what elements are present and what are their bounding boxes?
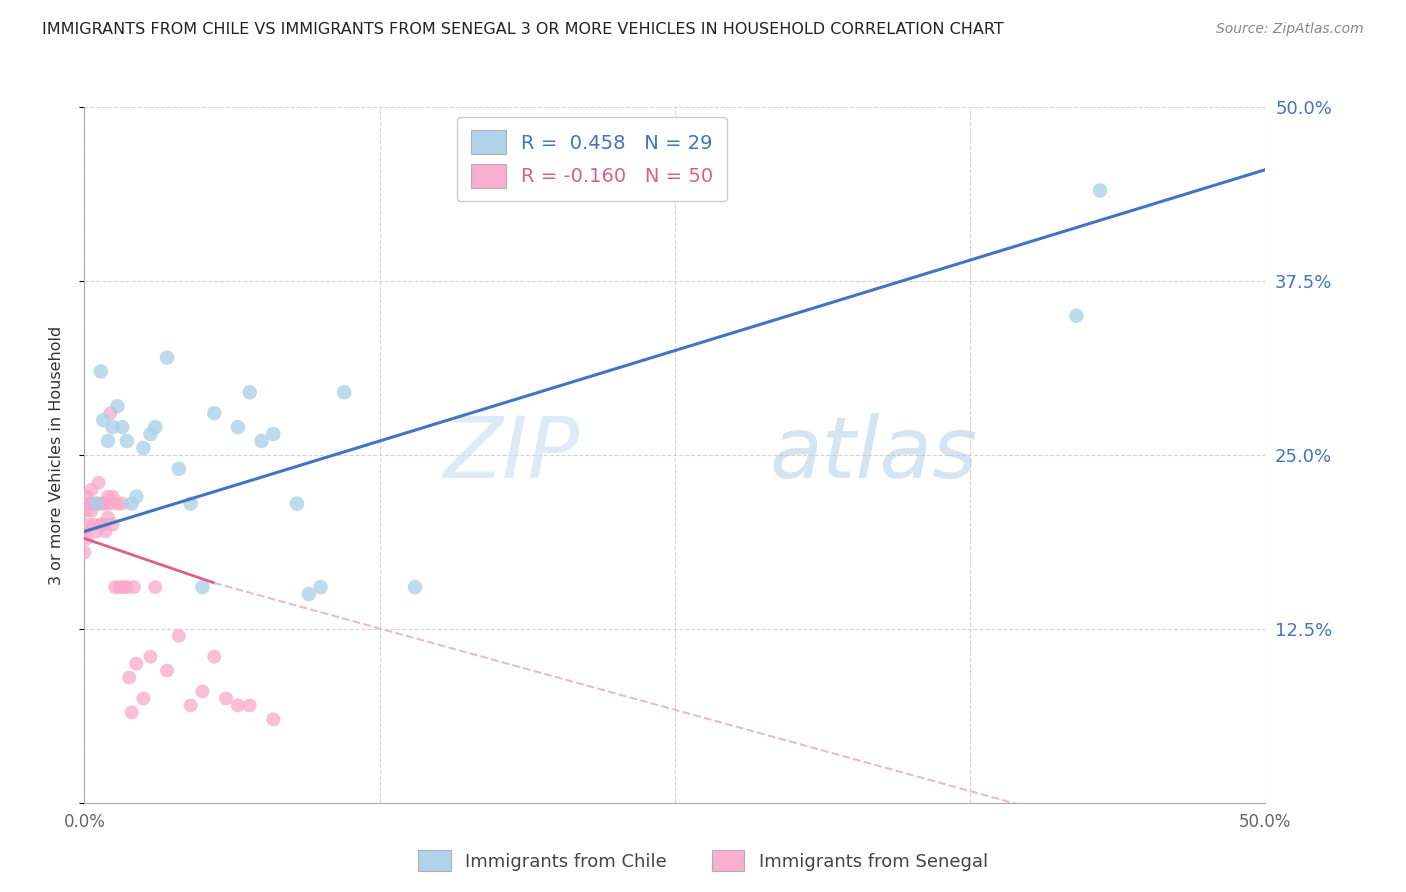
- Point: [115, 580, 138, 594]
- Point: [114, 580, 136, 594]
- Point: [91, 413, 114, 427]
- Point: [97, 434, 120, 448]
- Point: [139, 427, 162, 442]
- Point: [104, 580, 127, 594]
- Point: [167, 629, 190, 643]
- Point: [1088, 184, 1111, 198]
- Point: [94, 524, 117, 539]
- Point: [98, 497, 121, 511]
- Point: [111, 420, 134, 434]
- Point: [94, 497, 117, 511]
- Point: [298, 587, 321, 601]
- Point: [77, 497, 100, 511]
- Point: [132, 691, 155, 706]
- Y-axis label: 3 or more Vehicles in Household: 3 or more Vehicles in Household: [49, 326, 63, 584]
- Point: [73, 524, 96, 539]
- Point: [404, 580, 426, 594]
- Point: [250, 434, 273, 448]
- Point: [1066, 309, 1088, 323]
- Point: [262, 712, 284, 726]
- Point: [180, 698, 202, 713]
- Point: [77, 517, 100, 532]
- Text: ZIP: ZIP: [444, 413, 581, 497]
- Point: [73, 497, 96, 511]
- Point: [101, 490, 124, 504]
- Point: [132, 441, 155, 455]
- Point: [80, 503, 103, 517]
- Point: [285, 497, 308, 511]
- Point: [90, 517, 112, 532]
- Point: [191, 580, 214, 594]
- Point: [239, 698, 262, 713]
- Point: [91, 497, 114, 511]
- Point: [262, 427, 284, 442]
- Point: [121, 706, 143, 720]
- Point: [156, 664, 179, 678]
- Point: [97, 510, 120, 524]
- Point: [91, 517, 114, 532]
- Text: atlas: atlas: [769, 413, 977, 497]
- Point: [76, 503, 98, 517]
- Point: [143, 580, 166, 594]
- Point: [139, 649, 162, 664]
- Point: [226, 420, 249, 434]
- Point: [83, 497, 105, 511]
- Point: [333, 385, 356, 400]
- Point: [180, 497, 202, 511]
- Point: [76, 490, 98, 504]
- Point: [98, 406, 121, 420]
- Point: [226, 698, 249, 713]
- Point: [87, 475, 110, 490]
- Point: [80, 483, 103, 497]
- Point: [118, 671, 141, 685]
- Point: [84, 497, 107, 511]
- Point: [107, 497, 129, 511]
- Point: [122, 580, 145, 594]
- Legend: R =  0.458   N = 29, R = -0.160   N = 50: R = 0.458 N = 29, R = -0.160 N = 50: [457, 117, 727, 202]
- Point: [121, 497, 143, 511]
- Text: IMMIGRANTS FROM CHILE VS IMMIGRANTS FROM SENEGAL 3 OR MORE VEHICLES IN HOUSEHOLD: IMMIGRANTS FROM CHILE VS IMMIGRANTS FROM…: [42, 22, 1004, 37]
- Point: [90, 497, 112, 511]
- Point: [108, 580, 131, 594]
- Point: [191, 684, 214, 698]
- Point: [111, 497, 134, 511]
- Point: [87, 497, 110, 511]
- Point: [84, 524, 107, 539]
- Point: [143, 420, 166, 434]
- Point: [107, 399, 129, 413]
- Point: [83, 517, 105, 532]
- Point: [309, 580, 332, 594]
- Point: [239, 385, 262, 400]
- Point: [215, 691, 238, 706]
- Point: [84, 497, 107, 511]
- Point: [73, 545, 96, 559]
- Legend: Immigrants from Chile, Immigrants from Senegal: Immigrants from Chile, Immigrants from S…: [411, 843, 995, 879]
- Point: [156, 351, 179, 365]
- Point: [202, 649, 225, 664]
- Point: [115, 434, 138, 448]
- Point: [101, 517, 124, 532]
- Point: [90, 364, 112, 378]
- Point: [76, 532, 98, 546]
- Point: [167, 462, 190, 476]
- Point: [101, 420, 124, 434]
- Text: Source: ZipAtlas.com: Source: ZipAtlas.com: [1216, 22, 1364, 37]
- Point: [202, 406, 225, 420]
- Point: [125, 657, 148, 671]
- Point: [125, 490, 148, 504]
- Point: [97, 490, 120, 504]
